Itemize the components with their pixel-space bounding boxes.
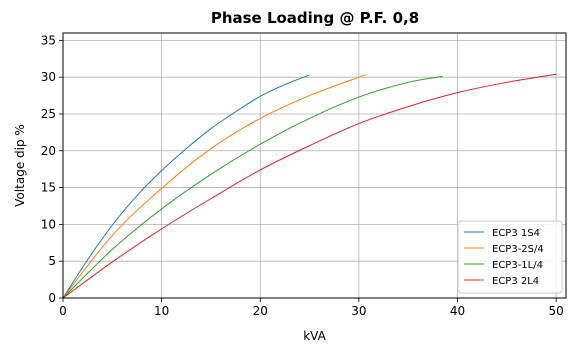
x-tick-label: 50	[548, 304, 563, 318]
y-tick-label: 30	[41, 70, 56, 84]
y-tick-label: 5	[48, 254, 56, 268]
series-line-4	[62, 73, 557, 299]
series-line-1	[62, 74, 310, 299]
x-tick-label: 20	[253, 304, 268, 318]
ticks: 0 10 20 30 40 50 0 5 10 15 20 25 30 35	[41, 33, 564, 318]
x-tick-label: 10	[154, 304, 169, 318]
legend-entry-label: ECP3-1L/4	[492, 260, 543, 271]
legend: ECP3 1S4 ECP3-2S/4 ECP3-1L/4 ECP3 2L4	[457, 220, 563, 294]
chart-title: Phase Loading @ P.F. 0,8	[211, 9, 419, 27]
plot-frame	[62, 32, 567, 299]
x-tick-label: 0	[59, 304, 67, 318]
y-tick-label: 15	[41, 181, 56, 195]
legend-box	[457, 220, 563, 294]
y-tick-label: 0	[48, 291, 56, 305]
grid	[62, 33, 566, 299]
legend-entry-label: ECP3-2S/4	[492, 244, 544, 255]
series-line-2	[62, 74, 367, 299]
y-axis-label: Voltage dip %	[13, 124, 27, 207]
y-tick-label: 35	[41, 33, 56, 47]
legend-entry-label: ECP3 2L4	[492, 276, 539, 287]
series-layer	[62, 73, 557, 299]
legend-entry-label: ECP3 1S4	[492, 228, 540, 239]
x-tick-label: 30	[351, 304, 366, 318]
x-axis-label: kVA	[303, 329, 326, 343]
x-tick-label: 40	[450, 304, 465, 318]
series-line-3	[62, 75, 443, 299]
y-tick-label: 20	[41, 144, 56, 158]
y-tick-label: 25	[41, 107, 56, 121]
y-tick-label: 10	[41, 217, 56, 231]
